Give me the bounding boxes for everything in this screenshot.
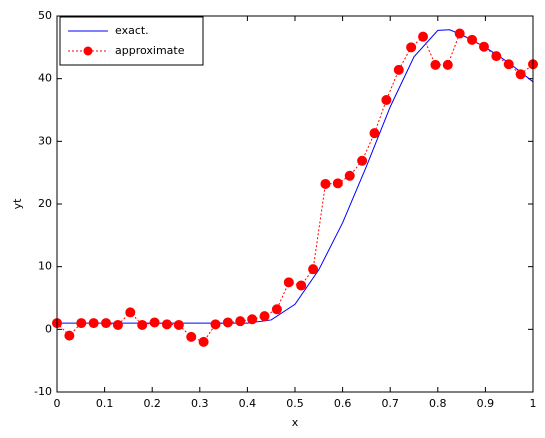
data-point	[222, 317, 233, 328]
data-point	[235, 316, 246, 327]
data-point	[210, 319, 221, 330]
data-point	[467, 34, 478, 45]
legend-label: approximate	[115, 44, 185, 57]
x-tick-label: 0.2	[143, 397, 161, 410]
data-point	[112, 319, 123, 330]
data-point	[503, 59, 514, 70]
data-point	[137, 319, 148, 330]
x-tick-label: 0.8	[429, 397, 447, 410]
data-point	[173, 319, 184, 330]
data-point	[259, 311, 270, 322]
data-point	[357, 155, 368, 166]
data-point	[478, 41, 489, 52]
data-point	[442, 59, 453, 70]
y-tick-label: 50	[38, 9, 52, 22]
x-tick-label: 0.6	[334, 397, 352, 410]
legend-box	[59, 16, 204, 66]
data-point	[332, 178, 343, 189]
legend-marker	[83, 46, 93, 56]
x-tick-label: 0.1	[96, 397, 114, 410]
y-axis-label: yt	[11, 198, 24, 210]
x-tick-label: 1	[530, 397, 537, 410]
series-line	[56, 32, 534, 343]
x-tick-label: 0	[54, 397, 61, 410]
data-point	[491, 51, 502, 62]
data-point	[393, 64, 404, 75]
data-point	[88, 318, 99, 329]
data-point	[125, 307, 136, 318]
data-point	[283, 277, 294, 288]
data-point	[64, 330, 75, 341]
data-point	[247, 314, 258, 325]
axes-box	[56, 15, 534, 393]
plot-area	[57, 16, 533, 392]
x-tick-label: 0.4	[239, 397, 257, 410]
x-tick-label: 0.3	[191, 397, 209, 410]
data-point	[271, 304, 282, 315]
x-tick-label: 0.5	[286, 397, 304, 410]
x-tick-label: 0.9	[477, 397, 495, 410]
data-point	[430, 59, 441, 70]
y-tick-label: 40	[38, 72, 52, 85]
data-point	[381, 94, 392, 105]
y-tick-label: 0	[45, 322, 52, 335]
data-point	[454, 28, 465, 39]
y-tick-label: 20	[38, 197, 52, 210]
data-point	[296, 280, 307, 291]
y-tick-label: 10	[38, 260, 52, 273]
data-point	[515, 69, 526, 80]
data-point	[369, 128, 380, 139]
data-point	[344, 170, 355, 181]
data-point	[161, 319, 172, 330]
x-axis-label: x	[292, 416, 299, 429]
data-point	[308, 264, 319, 275]
data-point	[320, 178, 331, 189]
data-point	[101, 318, 112, 329]
legend-label: exact.	[115, 24, 149, 37]
data-point	[406, 42, 417, 53]
y-tick-label: -10	[34, 385, 52, 398]
data-point	[76, 318, 87, 329]
data-point	[186, 331, 197, 342]
data-point	[198, 336, 209, 347]
data-point	[149, 317, 160, 328]
data-point	[418, 31, 429, 42]
y-tick-label: 30	[38, 134, 52, 147]
x-tick-label: 0.7	[381, 397, 399, 410]
